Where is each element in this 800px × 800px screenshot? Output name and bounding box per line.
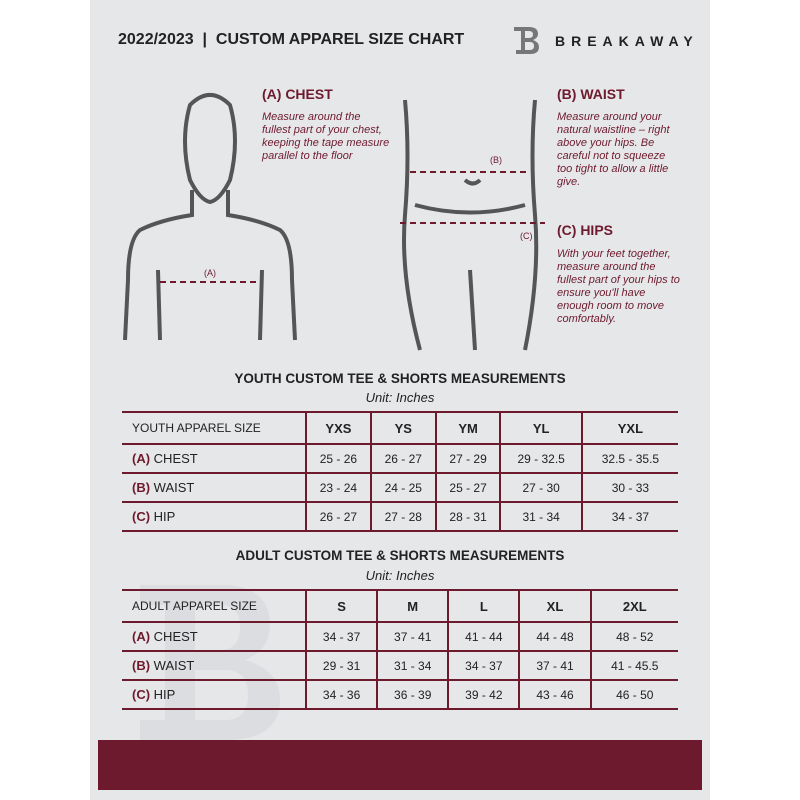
row-tag: (C) (132, 687, 151, 702)
row-name: WAIST (153, 658, 195, 673)
size-header: XL (518, 589, 591, 623)
row-label: (B) WAIST (122, 650, 306, 681)
brand-logo-icon (514, 27, 539, 54)
table-row: (A) CHEST 25 - 26 26 - 27 27 - 29 29 - 32.5 3… (122, 443, 678, 474)
cell: 27 - 29 (434, 443, 501, 474)
table-header-row: YOUTH APPAREL SIZE YXS YS YM YL YXL (122, 411, 678, 445)
waist-instructions: Measure around your natural waistline – … (557, 111, 670, 188)
adult-size-table: ADULT APPAREL SIZE S M L XL 2XL (A) CHES… (122, 589, 678, 710)
cell: 39 - 42 (447, 679, 520, 710)
cell: 25 - 27 (434, 472, 501, 503)
chest-heading: (A) CHEST (262, 86, 333, 102)
row-tag: (B) (132, 658, 151, 673)
size-header: S (304, 589, 378, 623)
chest-tag: (A) (204, 268, 216, 278)
cell: 32.5 - 35.5 (580, 443, 678, 474)
cell: 27 - 30 (499, 472, 582, 503)
row-tag: (A) (132, 451, 151, 466)
row-tag: (A) (132, 629, 151, 644)
lower-body-illustration: (B) (C) (400, 99, 545, 351)
cell: 44 - 48 (518, 621, 591, 652)
waist-tag: (B) (490, 155, 502, 165)
size-label: YOUTH APPAREL SIZE (122, 411, 306, 445)
cell: 37 - 41 (518, 650, 591, 681)
cell: 29 - 32.5 (499, 443, 582, 474)
hips-instructions: With your feet together, measure around … (557, 248, 680, 325)
size-header: M (376, 589, 449, 623)
cell: 41 - 44 (447, 621, 520, 652)
row-label: (C) HIP (122, 501, 306, 532)
cell: 29 - 31 (304, 650, 378, 681)
cell: 28 - 31 (434, 501, 501, 532)
cell: 25 - 26 (305, 443, 371, 474)
size-label: ADULT APPAREL SIZE (122, 589, 306, 623)
cell: 46 - 50 (589, 679, 678, 710)
cell: 48 - 52 (589, 621, 678, 652)
chest-instructions: Measure around the fullest part of your … (262, 111, 390, 162)
cell: 43 - 46 (518, 679, 591, 710)
size-header: YM (434, 411, 501, 445)
cell: 26 - 27 (305, 501, 371, 532)
row-name: CHEST (153, 629, 198, 644)
cell: 34 - 36 (304, 679, 378, 710)
row-name: HIP (153, 687, 176, 702)
youth-table-title: YOUTH CUSTOM TEE & SHORTS MEASUREMENTS (234, 371, 566, 386)
brand-name: BREAKAWAY (555, 33, 699, 49)
cell: 27 - 28 (369, 501, 436, 532)
row-label: (B) WAIST (122, 472, 306, 503)
cell: 23 - 24 (305, 472, 371, 503)
hips-tag: (C) (520, 231, 533, 241)
cell: 36 - 39 (376, 679, 449, 710)
size-header: YXS (305, 411, 371, 445)
footer-band (98, 740, 702, 790)
cell: 31 - 34 (499, 501, 582, 532)
cell: 31 - 34 (376, 650, 449, 681)
size-chart-page: 2022/2023 | CUSTOM APPAREL SIZE CHART BR… (90, 0, 710, 800)
table-row: (C) HIP 34 - 36 36 - 39 39 - 42 43 - 46 46 - … (122, 679, 678, 710)
size-header: 2XL (589, 589, 678, 623)
cell: 37 - 41 (376, 621, 449, 652)
cell: 34 - 37 (447, 650, 520, 681)
adult-table-title: ADULT CUSTOM TEE & SHORTS MEASUREMENTS (235, 548, 565, 563)
cell: 30 - 33 (580, 472, 678, 503)
size-header: YXL (580, 411, 678, 445)
row-label: (A) CHEST (122, 621, 306, 652)
row-name: CHEST (153, 451, 198, 466)
table-row: (B) WAIST 29 - 31 31 - 34 34 - 37 37 - 41 41 … (122, 650, 678, 681)
row-label: (C) HIP (122, 679, 306, 710)
page-title: 2022/2023 | CUSTOM APPAREL SIZE CHART (118, 31, 465, 48)
youth-table-unit: Unit: Inches (365, 390, 435, 405)
cell: 24 - 25 (369, 472, 436, 503)
cell: 41 - 45.5 (589, 650, 678, 681)
size-header: L (447, 589, 520, 623)
youth-size-table: YOUTH APPAREL SIZE YXS YS YM YL YXL (A) … (122, 411, 678, 532)
row-tag: (C) (132, 509, 151, 524)
row-tag: (B) (132, 480, 151, 495)
table-row: (A) CHEST 34 - 37 37 - 41 41 - 44 44 - 48 48 … (122, 621, 678, 652)
size-header: YS (369, 411, 436, 445)
table-row: (B) WAIST 23 - 24 24 - 25 25 - 27 27 - 30 30 … (122, 472, 678, 503)
row-name: WAIST (153, 480, 195, 495)
table-header-row: ADULT APPAREL SIZE S M L XL 2XL (122, 589, 678, 623)
row-name: HIP (153, 509, 176, 524)
upper-body-illustration: (A) (123, 93, 297, 341)
size-header: YL (499, 411, 582, 445)
hips-heading: (C) HIPS (557, 222, 613, 238)
adult-table-unit: Unit: Inches (365, 568, 435, 583)
waist-heading: (B) WAIST (557, 86, 625, 102)
cell: 34 - 37 (580, 501, 678, 532)
table-row: (C) HIP 26 - 27 27 - 28 28 - 31 31 - 34 34 - … (122, 501, 678, 532)
cell: 26 - 27 (369, 443, 436, 474)
row-label: (A) CHEST (122, 443, 306, 474)
cell: 34 - 37 (304, 621, 378, 652)
